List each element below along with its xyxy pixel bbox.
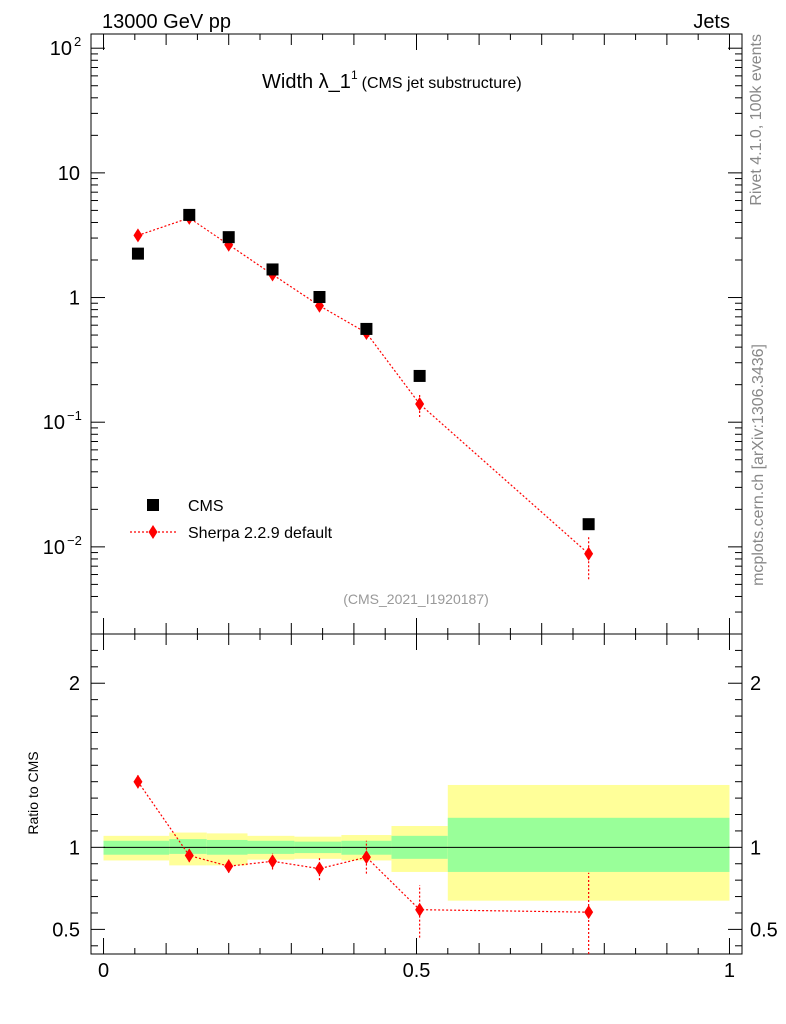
- cms-point: [266, 263, 279, 276]
- chart-title: Width λ_11 (CMS jet substructure): [262, 68, 522, 93]
- legend-cms-label: CMS: [188, 498, 224, 515]
- main-y-tick-label: 10: [43, 412, 65, 434]
- ratio-x-tick-label: 1: [724, 960, 735, 982]
- ratio-y-ticks: [91, 633, 742, 947]
- cms-point: [413, 369, 426, 382]
- legend-cms-marker: [147, 499, 159, 511]
- ratio-x-labels: 0 0.5 1: [98, 960, 735, 982]
- ratio-x-tick-label: 0: [98, 960, 109, 982]
- sherpa-point: [133, 228, 143, 243]
- main-y-tick-label: 1: [69, 288, 80, 310]
- legend-sherpa-marker: [148, 525, 158, 539]
- ratio-y-axis-label: Ratio to CMS: [25, 751, 41, 834]
- main-x-ticks: [103, 34, 730, 634]
- ratio-line: [137, 781, 589, 913]
- legend: CMS Sherpa 2.2.9 default: [130, 498, 333, 542]
- ratio-y-tick-label-left: 1: [69, 837, 80, 859]
- rivet-version-label: Rivet 4.1.0, 100k events: [748, 34, 765, 206]
- main-frame: [90, 33, 743, 635]
- main-y-tick-label: 10: [50, 38, 72, 60]
- sherpa-point: [415, 396, 425, 411]
- main-y-ticks: [91, 47, 742, 635]
- main-y-tick-exponent: −2: [67, 533, 82, 548]
- main-y-tick-exponent: 2: [74, 34, 81, 49]
- mcplots-url-label: mcplots.cern.ch [arXiv:1306.3436]: [750, 344, 767, 586]
- ratio-y-tick-label-right: 0.5: [750, 919, 778, 941]
- ratio-point: [584, 905, 594, 920]
- ratio-markers: [133, 774, 594, 920]
- ratio-point: [361, 850, 371, 865]
- analysis-id: (CMS_2021_I1920187): [343, 591, 489, 607]
- cms-point: [131, 247, 144, 260]
- cms-point: [360, 322, 373, 335]
- ratio-stat-band: [447, 817, 730, 872]
- cms-point: [183, 208, 196, 221]
- ratio-x-tick-label: 0.5: [403, 960, 431, 982]
- ratio-point: [314, 861, 324, 876]
- ratio-x-ticks: [103, 634, 730, 954]
- cms-point: [222, 231, 235, 244]
- main-markers: [131, 208, 595, 561]
- ratio-y-tick-label-right: 1: [750, 837, 761, 859]
- ratio-y-tick-label-left: 2: [69, 673, 80, 695]
- ratio-y-tick-label-left: 0.5: [52, 919, 80, 941]
- ratio-point: [224, 859, 234, 874]
- ratio-stat-band: [169, 839, 207, 854]
- main-y-tick-label: 10: [58, 163, 80, 185]
- ratio-point: [133, 774, 143, 789]
- cms-point: [582, 518, 595, 531]
- category-label: Jets: [693, 11, 730, 33]
- ratio-point: [268, 854, 278, 869]
- ratio-uncertainty-bands: [103, 784, 730, 901]
- energy-label: 13000 GeV pp: [102, 11, 231, 33]
- main-y-tick-label: 10: [43, 537, 65, 559]
- ratio-panel: 2 21 10.5 0.5 0 0.5 1 Ratio to CMS: [25, 633, 778, 982]
- legend-sherpa-label: Sherpa 2.2.9 default: [188, 525, 333, 542]
- sherpa-point: [584, 546, 594, 561]
- ratio-y-tick-label-right: 2: [750, 673, 761, 695]
- cms-point: [313, 290, 326, 303]
- ratio-y-labels: 2 2 1 1 0.5 0.5: [52, 673, 778, 941]
- main-y-tick-exponent: −1: [67, 408, 82, 423]
- ratio-point: [184, 848, 194, 863]
- ratio-point: [415, 902, 425, 917]
